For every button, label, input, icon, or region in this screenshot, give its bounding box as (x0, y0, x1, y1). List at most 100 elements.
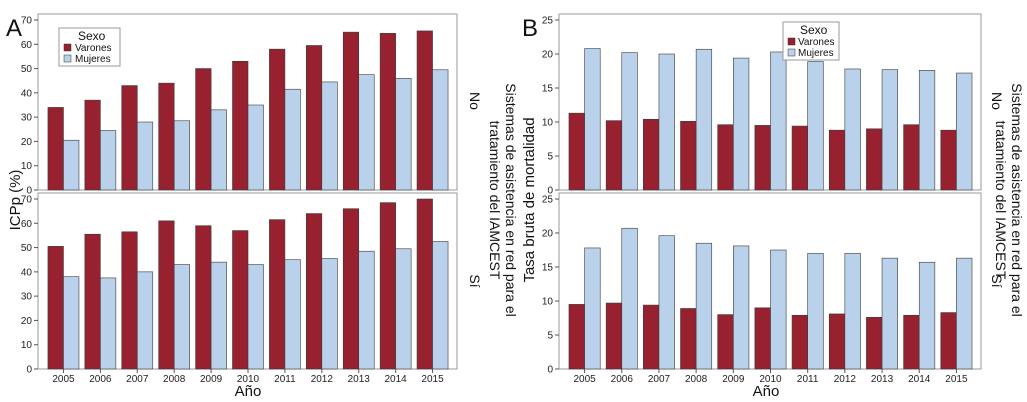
y-tick-label-b-si-15: 15 (542, 263, 554, 274)
panel-a-legend-title: Sexo (78, 29, 106, 43)
bar-a-si-mujeres-2010 (247, 264, 264, 370)
panel-a-plot-no: 0 10 20 30 40 50 60 70 (21, 16, 449, 197)
y-tick-label-a-si-70: 70 (21, 195, 33, 206)
bar-b-si-mujeres-2012 (844, 253, 861, 370)
bar-b-no-varones-2010 (754, 125, 771, 191)
bar-a-no-varones-2005 (47, 107, 64, 191)
x-tick-label-b-2006: 2006 (611, 374, 634, 385)
bar-b-no-varones-2014 (903, 124, 920, 191)
panel-b-facet-no-label: No (989, 92, 1005, 110)
y-tick-label-a-si-30: 30 (21, 292, 33, 303)
y-tick-label-b-no-0: 0 (547, 186, 553, 197)
panel-b-facet-si-label: Sí (989, 274, 1005, 287)
panel-a-facet-no-label: No (467, 92, 483, 110)
x-tick-label-b-2009: 2009 (722, 374, 745, 385)
panel-a-y-axis-label: ICPp (%) (7, 170, 24, 231)
panel-b-facet-title-line1: Sistemas de asistencia en red para el (1009, 83, 1025, 316)
panel-b-y-axis-label: Tasa bruta de mortalidad (521, 117, 538, 282)
y-tick-label-b-no-20: 20 (542, 50, 554, 61)
bar-b-no-mujeres-2015 (956, 72, 973, 191)
x-tick-label-b-2008: 2008 (685, 374, 708, 385)
x-tick-label-a-2012: 2012 (311, 374, 334, 385)
x-tick-label-a-2011: 2011 (274, 374, 296, 385)
bar-b-no-mujeres-2014 (918, 70, 936, 191)
y-tick-label-a-si-0: 0 (26, 365, 32, 376)
y-tick-label-a-no-10: 10 (21, 161, 33, 172)
bar-a-si-mujeres-2012 (321, 258, 338, 370)
panel-a-legend: Sexo Varones Mujeres (58, 27, 121, 67)
bar-b-no-mujeres-2007 (658, 53, 675, 191)
bar-a-si-mujeres-2011 (284, 259, 301, 370)
panel-a-legend-label-mujeres: Mujeres (75, 54, 111, 65)
panel-b-legend-swatch-varones (787, 37, 796, 46)
bar-b-no-mujeres-2008 (695, 48, 713, 191)
y-tick-label-a-no-30: 30 (21, 113, 33, 124)
bar-b-no-mujeres-2010 (770, 51, 787, 191)
bar-a-si-mujeres-2009 (210, 261, 227, 370)
bar-a-si-mujeres-2005 (63, 276, 80, 370)
bar-a-no-varones-2009 (195, 68, 212, 191)
bar-a-no-varones-2006 (84, 99, 101, 191)
bar-b-no-varones-2006 (605, 120, 623, 191)
y-tick-label-a-no-20: 20 (21, 137, 33, 148)
panel-a-plot-si: 0 10 20 30 40 50 60 70 (21, 195, 449, 376)
bar-b-no-varones-2007 (643, 118, 660, 191)
y-tick-label-b-si-5: 5 (547, 331, 553, 342)
x-tick-label-b-2012: 2012 (834, 374, 857, 385)
bar-a-no-varones-2013 (342, 31, 360, 191)
y-tick-label-a-si-20: 20 (21, 316, 33, 327)
x-tick-label-b-2007: 2007 (648, 374, 671, 385)
bar-a-si-varones-2010 (232, 230, 249, 370)
bar-a-si-varones-2011 (269, 219, 286, 370)
bar-a-no-mujeres-2015 (432, 69, 449, 191)
bar-a-no-mujeres-2009 (210, 109, 227, 191)
y-tick-label-a-si-60: 60 (21, 219, 33, 230)
panel-b-x-axis-label: Año (753, 383, 780, 400)
x-tick-label-a-2007: 2007 (126, 374, 149, 385)
panel-b-legend-swatch-mujeres (787, 48, 796, 57)
panel-b: B Tasa bruta de mortalidad 0 5 10 15 20 25 0 5… (521, 13, 1025, 400)
y-tick-label-a-no-50: 50 (21, 64, 33, 75)
y-tick-label-a-si-50: 50 (21, 243, 33, 254)
x-tick-label-a-2008: 2008 (163, 374, 186, 385)
panel-a-letter: A (6, 15, 22, 42)
bar-b-si-varones-2009 (717, 314, 734, 370)
bar-a-si-varones-2008 (158, 220, 175, 370)
bar-b-no-mujeres-2005 (584, 48, 601, 191)
y-tick-label-b-no-5: 5 (547, 152, 553, 163)
panel-b-legend-title: Sexo (800, 23, 828, 37)
x-tick-label-b-2013: 2013 (871, 374, 894, 385)
y-tick-label-b-no-15: 15 (542, 84, 554, 95)
bar-b-si-mujeres-2010 (770, 249, 787, 370)
bar-a-si-varones-2009 (195, 225, 212, 370)
bar-a-si-mujeres-2014 (395, 248, 412, 370)
bar-b-si-mujeres-2008 (695, 242, 713, 370)
bar-a-no-mujeres-2007 (136, 121, 154, 191)
bar-b-si-mujeres-2007 (658, 235, 675, 370)
bar-a-no-mujeres-2013 (358, 74, 375, 191)
bar-b-no-varones-2005 (568, 112, 585, 191)
bar-b-no-varones-2009 (717, 124, 734, 191)
y-tick-label-b-si-10: 10 (542, 297, 554, 308)
bar-a-si-mujeres-2008 (173, 264, 190, 370)
bar-b-no-varones-2011 (791, 125, 808, 191)
panel-b-plot-no: 0 5 10 15 20 25 (542, 16, 973, 197)
panel-b-facet-title-line2: tratamiento del IAMCEST (993, 121, 1009, 280)
bar-b-si-mujeres-2005 (584, 247, 601, 370)
bar-b-no-mujeres-2013 (881, 69, 898, 191)
panel-a: A ICPp (%) 0 10 20 30 40 50 60 70 0 10 20 30 40 50 60… (6, 13, 519, 400)
bar-b-si-mujeres-2014 (918, 261, 936, 370)
bar-a-no-varones-2008 (158, 82, 175, 191)
bar-a-no-varones-2014 (379, 33, 396, 191)
bar-b-si-varones-2013 (866, 317, 883, 370)
bar-b-si-mujeres-2011 (807, 253, 824, 370)
panel-a-facet-si-label: Sí (467, 274, 483, 287)
bar-a-no-mujeres-2006 (100, 130, 117, 191)
x-tick-label-a-2013: 2013 (348, 374, 371, 385)
bar-b-si-varones-2011 (791, 314, 808, 370)
bar-b-si-mujeres-2013 (881, 257, 898, 370)
y-tick-label-a-si-40: 40 (21, 267, 33, 278)
x-tick-label-a-2015: 2015 (421, 374, 444, 385)
bar-b-si-mujeres-2006 (621, 227, 638, 370)
